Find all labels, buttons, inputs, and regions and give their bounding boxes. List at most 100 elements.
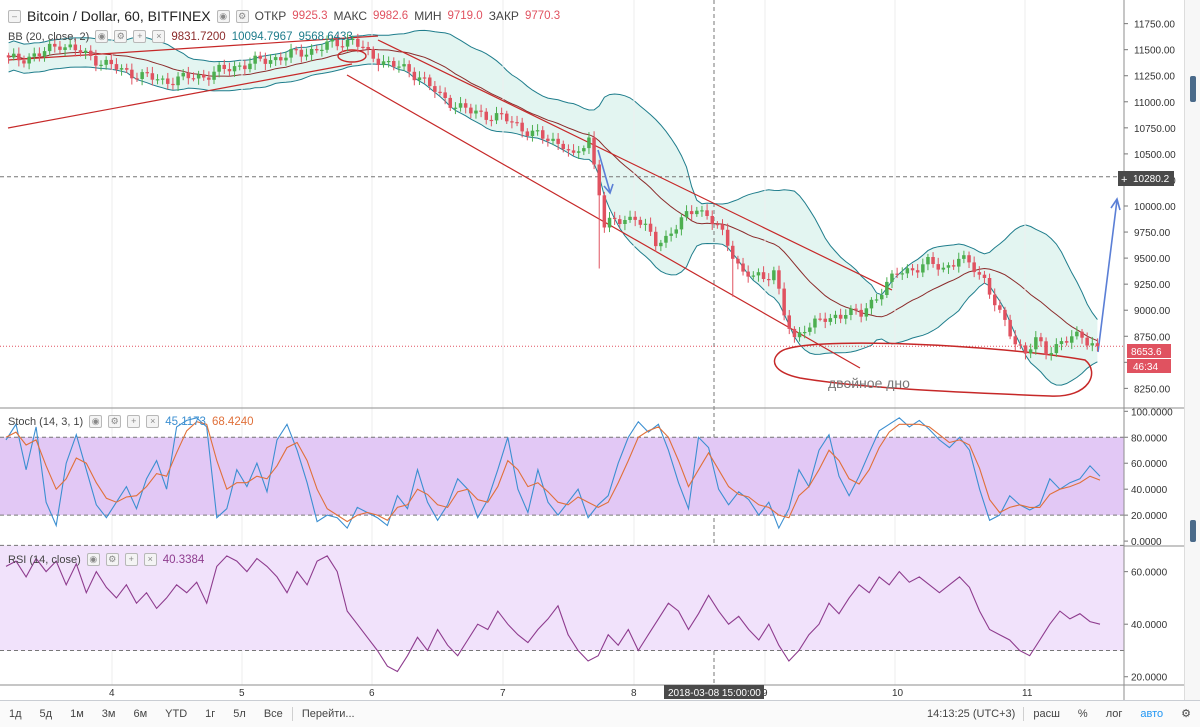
candle[interactable] [402, 58, 406, 71]
candle[interactable] [1090, 336, 1095, 352]
candle[interactable] [294, 46, 298, 55]
candle[interactable] [42, 47, 47, 62]
range-1d-button[interactable]: 1д [9, 708, 22, 720]
candle[interactable] [987, 273, 992, 299]
candle[interactable] [510, 116, 514, 129]
candle[interactable] [499, 107, 504, 120]
candle[interactable] [191, 72, 196, 82]
candle[interactable] [1085, 332, 1089, 350]
candle[interactable] [1075, 326, 1079, 340]
candle[interactable] [741, 257, 745, 276]
candle[interactable] [710, 210, 715, 230]
candle[interactable] [720, 219, 725, 236]
candle[interactable] [119, 64, 124, 76]
candle[interactable] [900, 267, 905, 280]
candle[interactable] [484, 108, 489, 125]
candle[interactable] [463, 98, 468, 114]
candle[interactable] [273, 53, 278, 66]
candles[interactable] [6, 33, 1100, 361]
candle[interactable] [340, 40, 345, 53]
candle[interactable] [53, 37, 57, 53]
candle[interactable] [885, 277, 889, 299]
candle[interactable] [212, 66, 216, 85]
candle[interactable] [915, 264, 920, 278]
candle[interactable] [47, 39, 52, 56]
candle[interactable] [797, 327, 802, 342]
candle[interactable] [772, 266, 776, 285]
highlight-ellipse[interactable] [337, 49, 367, 63]
range-5d-button[interactable]: 5д [39, 708, 53, 720]
trend-line-lower[interactable] [7, 63, 353, 129]
candle[interactable] [433, 81, 437, 98]
candle[interactable] [982, 270, 987, 284]
candle[interactable] [705, 204, 709, 220]
clock-time[interactable]: 14:13:25 (UTC+3) [926, 708, 1016, 720]
candle[interactable] [268, 54, 273, 68]
candle[interactable] [736, 255, 740, 270]
candle[interactable] [386, 56, 391, 68]
candle[interactable] [150, 66, 155, 86]
candle[interactable] [695, 206, 699, 217]
candle[interactable] [299, 44, 304, 63]
scroll-thumb[interactable] [1190, 520, 1196, 542]
candle[interactable] [633, 211, 637, 227]
candle[interactable] [155, 74, 160, 85]
candle[interactable] [638, 216, 643, 229]
candle[interactable] [746, 265, 750, 283]
candle[interactable] [89, 45, 93, 61]
range-3m-button[interactable]: 3м [101, 708, 116, 720]
candle[interactable] [248, 57, 252, 73]
candle[interactable] [284, 51, 288, 66]
candle[interactable] [659, 239, 663, 252]
candle[interactable] [582, 145, 586, 156]
candle[interactable] [859, 303, 863, 323]
candle[interactable] [838, 308, 843, 324]
candle[interactable] [22, 55, 26, 68]
candle[interactable] [381, 55, 386, 68]
candle[interactable] [782, 282, 786, 321]
range-6m-button[interactable]: 6м [133, 708, 148, 720]
candle[interactable] [869, 297, 874, 315]
candle[interactable] [27, 53, 31, 70]
candle[interactable] [356, 33, 360, 53]
candle[interactable] [679, 213, 684, 236]
candle[interactable] [458, 97, 463, 112]
candle[interactable] [957, 252, 961, 273]
candle[interactable] [279, 52, 283, 65]
candle[interactable] [654, 226, 658, 252]
candle[interactable] [237, 62, 242, 71]
candle[interactable] [828, 313, 833, 326]
range-ytd-button[interactable]: YTD [165, 708, 188, 720]
candle[interactable] [597, 159, 602, 269]
candle[interactable] [469, 103, 473, 119]
candle[interactable] [1013, 330, 1018, 351]
candle[interactable] [808, 322, 812, 336]
candle[interactable] [58, 40, 62, 54]
candle[interactable] [977, 266, 982, 280]
goto-date-button[interactable]: Перейти... [301, 708, 355, 720]
candle[interactable] [566, 144, 571, 157]
candle[interactable] [181, 69, 186, 81]
candle[interactable] [479, 104, 483, 118]
candle[interactable] [571, 144, 576, 156]
candle[interactable] [684, 205, 689, 221]
plus-icon[interactable]: + [1121, 174, 1127, 186]
scroll-thumb[interactable] [1190, 76, 1196, 102]
range-all-button[interactable]: Все [263, 708, 283, 720]
candle[interactable] [258, 51, 263, 62]
up-arrow[interactable] [1097, 199, 1118, 353]
candle[interactable] [412, 67, 417, 86]
candle[interactable] [931, 252, 935, 268]
candle[interactable] [802, 325, 807, 339]
candle[interactable] [1044, 337, 1048, 360]
channel-line-upper[interactable] [377, 39, 893, 291]
candle[interactable] [926, 253, 930, 271]
candle[interactable] [587, 132, 591, 154]
candle[interactable] [880, 288, 884, 306]
candle[interactable] [535, 124, 540, 136]
candle[interactable] [905, 264, 910, 279]
candle[interactable] [1095, 338, 1100, 352]
candle[interactable] [546, 134, 550, 147]
percent-scale-button[interactable]: % [1077, 708, 1088, 720]
candle[interactable] [725, 223, 730, 252]
